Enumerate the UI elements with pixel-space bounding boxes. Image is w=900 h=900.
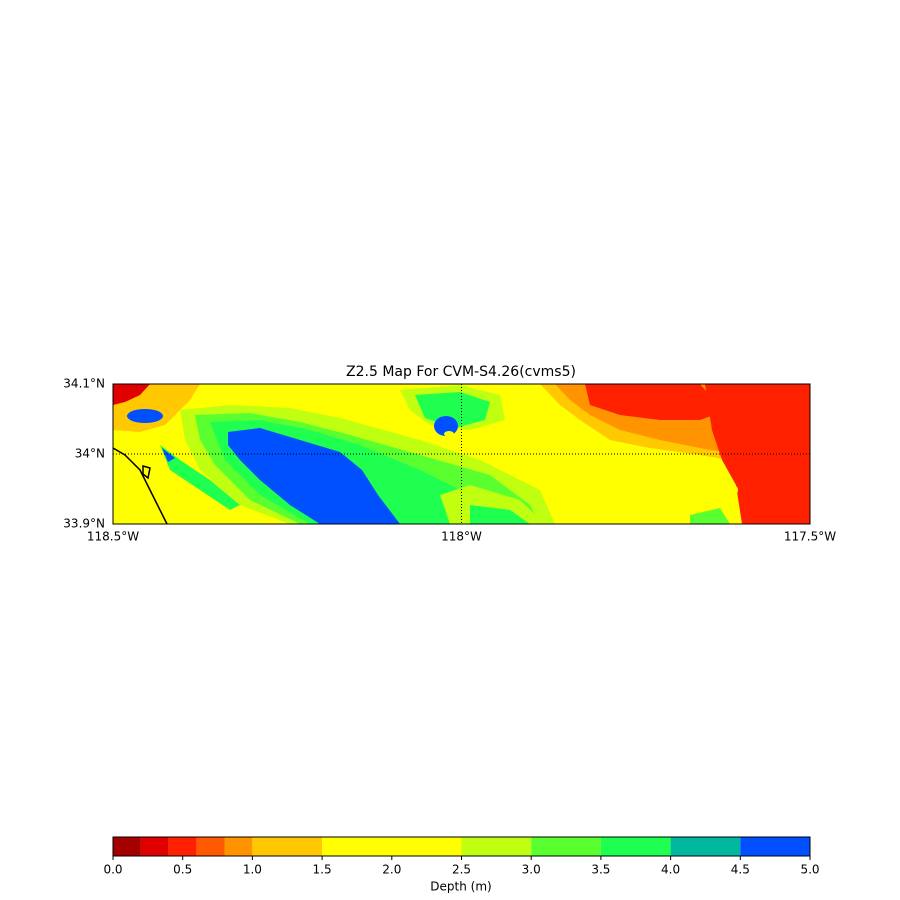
colorbar-tick-label: 3.0 bbox=[522, 863, 541, 877]
colorbar-segment bbox=[670, 837, 741, 856]
colorbar-segment bbox=[600, 837, 671, 856]
colorbar-segment bbox=[196, 837, 225, 856]
colorbar-tick-label: 5.0 bbox=[800, 863, 819, 877]
lat-label: 33.9°N bbox=[63, 517, 105, 531]
colorbar-segment bbox=[740, 837, 810, 856]
colorbar-segment bbox=[140, 837, 169, 856]
colorbar-segment bbox=[252, 837, 323, 856]
map-frame bbox=[112, 383, 811, 525]
lat-label: 34°N bbox=[75, 447, 105, 461]
colorbar-label: Depth (m) bbox=[430, 880, 491, 894]
colorbar-segment bbox=[113, 837, 141, 856]
lat-label: 34.1°N bbox=[63, 377, 105, 391]
colorbar-segment bbox=[224, 837, 253, 856]
colorbar-tick-label: 1.5 bbox=[313, 863, 332, 877]
map-title: Z2.5 Map For CVM-S4.26(cvms5) bbox=[346, 364, 576, 380]
map-field bbox=[113, 384, 810, 524]
lon-label: 118°W bbox=[441, 530, 482, 544]
colorbar-segment bbox=[168, 837, 197, 856]
colorbar-segment bbox=[531, 837, 601, 856]
colorbar-tick-label: 4.0 bbox=[661, 863, 680, 877]
colorbar-tick-label: 1.0 bbox=[243, 863, 262, 877]
colorbar-tick-label: 0.0 bbox=[103, 863, 122, 877]
colorbar-segment bbox=[461, 837, 532, 856]
colorbar-tick-label: 3.5 bbox=[591, 863, 610, 877]
lon-label: 117.5°W bbox=[784, 530, 836, 544]
colorbar-tick-label: 2.0 bbox=[382, 863, 401, 877]
colorbar bbox=[113, 837, 810, 856]
lon-label: 118.5°W bbox=[87, 530, 139, 544]
colorbar-segment bbox=[322, 837, 462, 856]
colorbar-tick-label: 4.5 bbox=[731, 863, 750, 877]
colorbar-tick-label: 2.5 bbox=[452, 863, 471, 877]
colorbar-tick-label: 0.5 bbox=[173, 863, 192, 877]
